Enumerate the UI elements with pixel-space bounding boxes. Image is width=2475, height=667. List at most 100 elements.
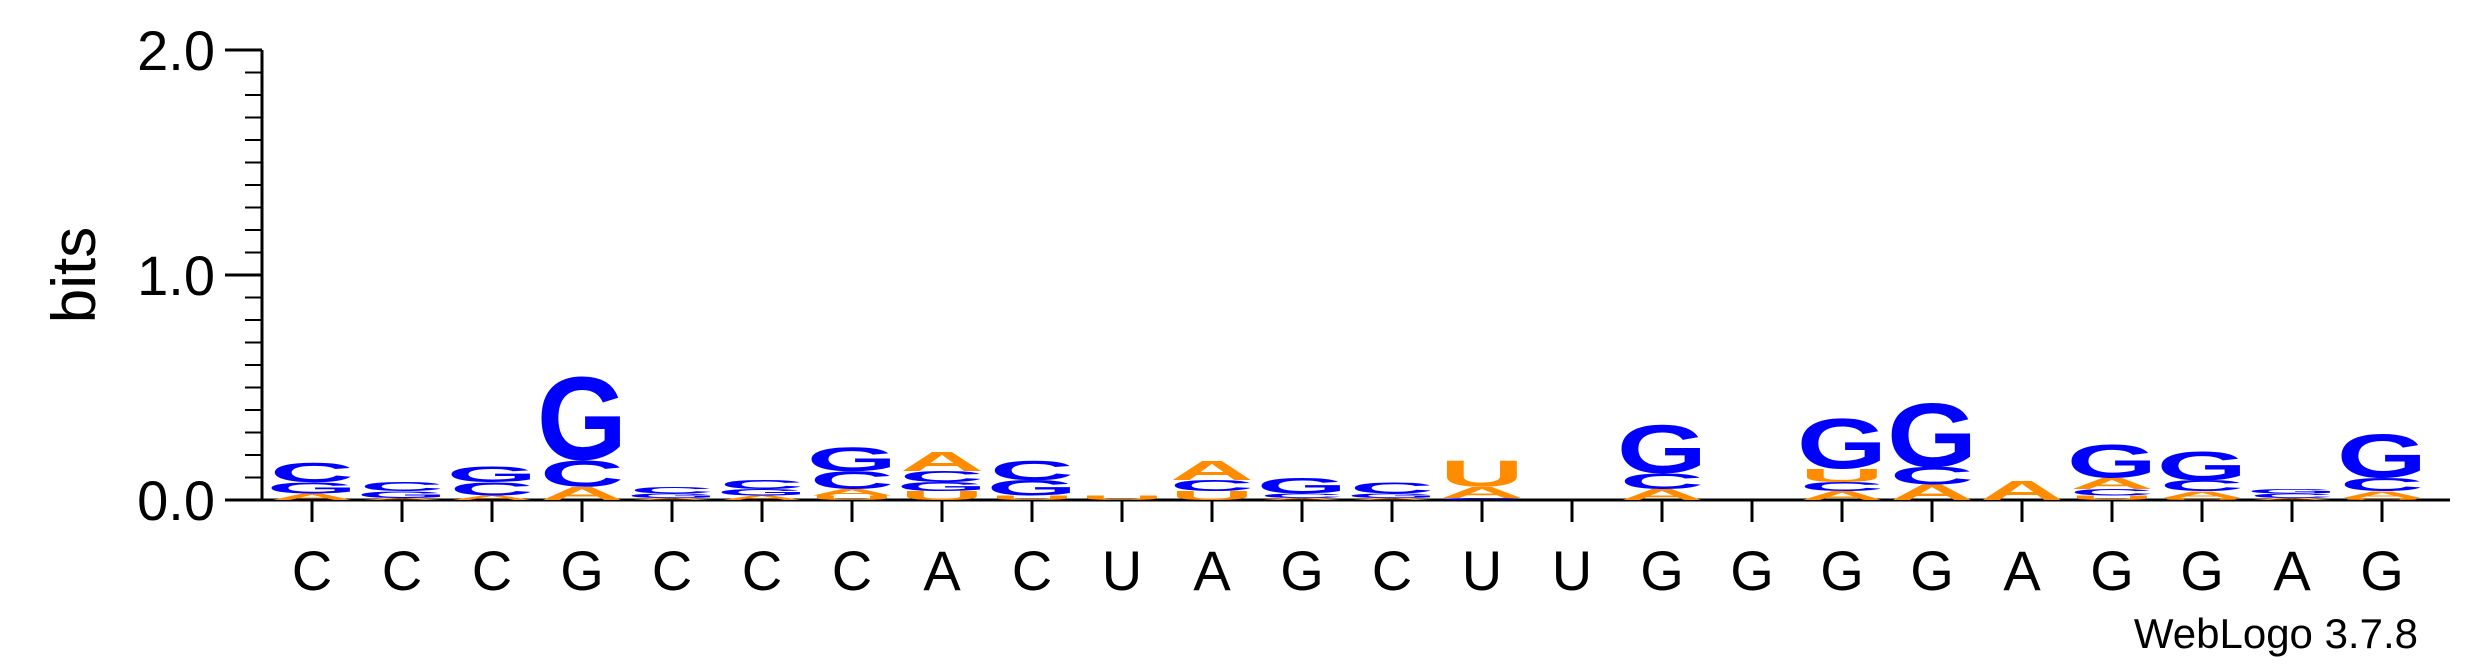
- x-tick-label: U: [1552, 539, 1592, 602]
- logo-letter-c: C: [1800, 480, 1884, 494]
- logo-letter-u: U: [990, 494, 1074, 501]
- x-tick-label: C: [472, 539, 512, 602]
- logo-letter-c: C: [270, 456, 354, 488]
- logo-letter-u: U: [1800, 465, 1884, 486]
- logo-letter-g: G: [717, 487, 807, 497]
- logo-letter-c: C: [1260, 492, 1344, 499]
- logo-letter-g: G: [2337, 421, 2427, 491]
- logo-letter-c: C: [2250, 492, 2334, 499]
- logo-letter-a: A: [630, 497, 714, 500]
- logo-letter-c: C: [450, 479, 534, 500]
- logo-letter-g: G: [897, 480, 987, 494]
- logo-letter-a: A: [900, 445, 984, 477]
- logo-letter-c: C: [1350, 479, 1434, 497]
- logo-letter-g: G: [2067, 435, 2157, 487]
- x-tick-label: C: [742, 539, 782, 602]
- logo-letter-c: C: [810, 466, 894, 494]
- y-tick-label: 0.0: [137, 469, 215, 532]
- logo-letter-g: G: [267, 479, 357, 497]
- logo-letter-c: C: [2070, 487, 2154, 497]
- y-axis-minor-ticks: [245, 71, 262, 479]
- logo-letter-g: G: [1887, 385, 1977, 486]
- logo-letter-a: A: [1890, 480, 1974, 505]
- logo-letter-a: A: [1800, 489, 1884, 503]
- logo-letter-c: C: [1170, 477, 1254, 495]
- x-tick-label: C: [292, 539, 332, 602]
- logo-letter-g: G: [987, 476, 1077, 501]
- logo-letter-a: A: [270, 492, 354, 502]
- logo-letter-a: A: [1980, 474, 2064, 506]
- x-tick-label: C: [652, 539, 692, 602]
- x-tick-label: G: [2180, 539, 2224, 602]
- logo-letter-a: A: [1350, 497, 1434, 500]
- logo-letter-a: A: [1440, 484, 1524, 502]
- logo-letter-u: U: [2340, 497, 2424, 500]
- logo-letter-a: A: [1620, 486, 1704, 504]
- x-tick-label: A: [2273, 539, 2311, 602]
- logo-letter-g: G: [2247, 488, 2337, 495]
- logo-letter-a: A: [2070, 475, 2154, 493]
- logo-letter-u: U: [2070, 494, 2154, 501]
- x-tick-label: C: [382, 539, 422, 602]
- logo-letter-g: G: [447, 462, 537, 487]
- y-axis: 0.0 1.0 2.0 bits: [40, 19, 264, 532]
- logo-letter-a: A: [2340, 489, 2424, 499]
- logo-letter-c: C: [990, 454, 1074, 486]
- x-tick-label: G: [2360, 539, 2404, 602]
- logo-letter-c: C: [900, 468, 984, 486]
- logo-letter-c: C: [1890, 462, 1974, 490]
- x-tick-label: G: [1730, 539, 1774, 602]
- logo-letter-u: U: [1440, 453, 1524, 495]
- logo-letter-a: A: [2250, 497, 2334, 500]
- logo-letter-g: G: [1617, 412, 1707, 488]
- x-tick-label: G: [1820, 539, 1864, 602]
- x-tick-label: A: [1193, 539, 1231, 602]
- logo-letter-a: A: [1260, 497, 1344, 500]
- logo-letter-u: U: [2160, 497, 2244, 500]
- logo-letter-g: G: [1347, 492, 1437, 499]
- logo-letter-u: U: [810, 494, 894, 501]
- logo-letter-c: C: [720, 477, 804, 491]
- logo-letter-g: G: [537, 352, 627, 484]
- x-tick-label: C: [1012, 539, 1052, 602]
- logo-letter-a: A: [720, 494, 804, 501]
- x-tick-label: G: [560, 539, 604, 602]
- logo-letter-u: U: [900, 489, 984, 503]
- logo-letter-g: G: [357, 489, 447, 499]
- logo-letter-g: G: [1257, 473, 1347, 498]
- y-tick-label: 1.0: [137, 244, 215, 307]
- logo-letter-g: G: [807, 440, 897, 479]
- logo-letter-c: C: [2340, 474, 2424, 495]
- logo-letter-c: C: [1440, 497, 1524, 500]
- x-tick-label: A: [2003, 539, 2041, 602]
- x-tick-label: A: [923, 539, 961, 602]
- x-tick-label: C: [1372, 539, 1412, 602]
- logo-letter-g: G: [1797, 405, 1887, 485]
- x-tick-label: U: [1462, 539, 1502, 602]
- x-tick-label: G: [2090, 539, 2134, 602]
- logo-letter-u: U: [1170, 489, 1254, 503]
- x-tick-label: G: [1640, 539, 1684, 602]
- logo-letter-a: A: [360, 497, 444, 500]
- x-tick-label: C: [832, 539, 872, 602]
- logo-letter-a: A: [540, 483, 624, 504]
- logo-letter-c: C: [540, 453, 624, 495]
- y-axis-title: bits: [40, 227, 109, 323]
- logo-letter-a: A: [2160, 489, 2244, 499]
- x-tick-label: G: [1280, 539, 1324, 602]
- x-tick-label: U: [1102, 539, 1142, 602]
- x-tick-label: G: [1910, 539, 1954, 602]
- logo-letter-c: C: [630, 485, 714, 495]
- logo-letter-c: C: [360, 480, 444, 494]
- logo-letter-a: A: [1170, 454, 1254, 486]
- logo-letter-c: C: [1620, 469, 1704, 494]
- logo-letter-c: C: [2160, 477, 2244, 495]
- logo-letter-g: G: [2157, 443, 2247, 488]
- logo-letter-a: A: [450, 494, 534, 501]
- y-tick-label: 2.0: [137, 19, 215, 82]
- logo-letter-a: A: [810, 487, 894, 497]
- logo-letter-g: G: [627, 492, 717, 499]
